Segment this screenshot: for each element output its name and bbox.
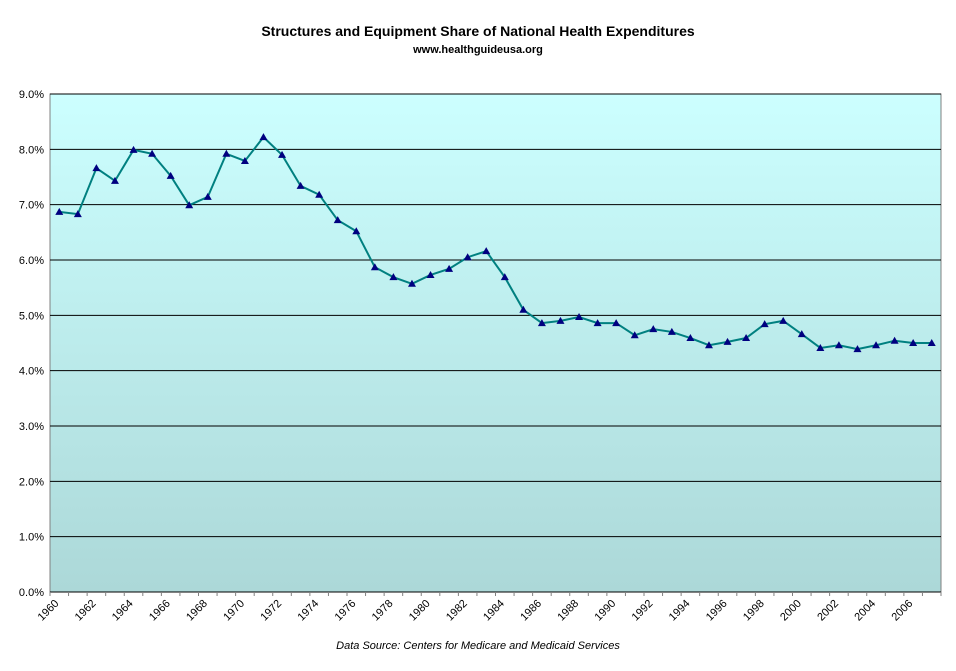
data-point	[872, 341, 881, 349]
data-point	[352, 227, 361, 235]
data-point	[593, 319, 602, 327]
data-point	[445, 264, 454, 272]
y-tick-label: 1.0%	[19, 532, 44, 544]
x-tick-label: 2006	[889, 598, 915, 624]
data-point	[649, 325, 658, 333]
data-point	[890, 336, 899, 344]
data-point	[742, 334, 751, 342]
x-tick-label: 1996	[704, 598, 730, 624]
data-point	[407, 279, 416, 287]
y-tick-label: 8.0%	[19, 144, 44, 156]
data-point	[909, 339, 918, 346]
x-tick-label: 1968	[184, 598, 210, 624]
x-tick-label: 1964	[110, 598, 136, 624]
y-tick-label: 9.0%	[19, 89, 44, 101]
data-point	[834, 341, 843, 349]
data-point	[110, 176, 119, 184]
plot-area	[49, 93, 942, 593]
data-point	[797, 330, 806, 338]
data-point	[315, 190, 324, 198]
data-point	[278, 150, 287, 158]
y-tick-label: 7.0%	[19, 200, 44, 212]
x-tick-label: 1970	[221, 598, 247, 624]
x-tick-label: 1978	[370, 598, 396, 624]
data-point	[723, 337, 732, 345]
data-point	[537, 319, 546, 327]
data-point	[166, 171, 175, 179]
data-point	[575, 312, 584, 320]
data-point	[370, 263, 379, 271]
data-point	[129, 145, 138, 153]
data-point	[927, 339, 936, 346]
x-tick-label: 1990	[592, 598, 618, 624]
data-point	[779, 316, 788, 324]
data-point	[92, 164, 101, 172]
x-tick-label: 1988	[555, 598, 581, 624]
x-tick-label: 1976	[333, 598, 359, 624]
data-point	[482, 247, 491, 255]
data-point	[686, 334, 695, 342]
data-point	[389, 273, 398, 281]
data-point	[760, 320, 769, 328]
y-tick-label: 5.0%	[19, 310, 44, 322]
x-tick-label: 1974	[295, 598, 321, 624]
data-point	[463, 253, 472, 261]
data-point	[203, 192, 212, 200]
y-tick-label: 3.0%	[19, 421, 44, 433]
x-tick-label: 1992	[630, 598, 656, 624]
y-tick-label: 6.0%	[19, 255, 44, 267]
data-point	[556, 316, 565, 324]
x-tick-label: 1998	[741, 598, 767, 624]
data-point	[816, 343, 825, 351]
data-point	[73, 210, 82, 218]
x-tick-label: 2002	[815, 598, 841, 624]
data-point	[853, 345, 862, 353]
data-point	[630, 331, 639, 339]
x-tick-label: 2004	[852, 598, 878, 624]
data-point	[222, 149, 231, 157]
data-point	[704, 341, 713, 349]
x-tick-label: 1984	[481, 598, 507, 624]
data-point	[148, 149, 157, 157]
y-tick-label: 2.0%	[19, 476, 44, 488]
x-tick-label: 1994	[667, 598, 693, 624]
x-tick-label: 2000	[778, 598, 804, 624]
x-tick-label: 1972	[258, 598, 284, 624]
data-point	[55, 207, 64, 215]
data-point	[667, 327, 676, 335]
x-tick-label: 1962	[73, 598, 99, 624]
x-tick-label: 1980	[407, 598, 433, 624]
y-tick-label: 4.0%	[19, 366, 44, 378]
data-point	[185, 201, 194, 209]
source-note: Data Source: Centers for Medicare and Me…	[336, 640, 620, 652]
data-point	[296, 181, 305, 189]
x-tick-label: 1982	[444, 598, 470, 624]
data-point	[333, 216, 342, 224]
data-point	[500, 273, 509, 281]
data-point	[259, 133, 268, 141]
y-tick-label: 0.0%	[19, 587, 44, 599]
chart-title: Structures and Equipment Share of Nation…	[261, 23, 695, 39]
x-tick-label: 1966	[147, 598, 173, 624]
x-tick-label: 1960	[36, 598, 62, 624]
x-tick-label: 1986	[518, 598, 544, 624]
data-point	[519, 305, 528, 313]
data-point	[426, 270, 435, 278]
data-point	[612, 319, 621, 327]
data-point	[240, 156, 249, 164]
chart-subtitle: www.healthguideusa.org	[412, 44, 543, 56]
